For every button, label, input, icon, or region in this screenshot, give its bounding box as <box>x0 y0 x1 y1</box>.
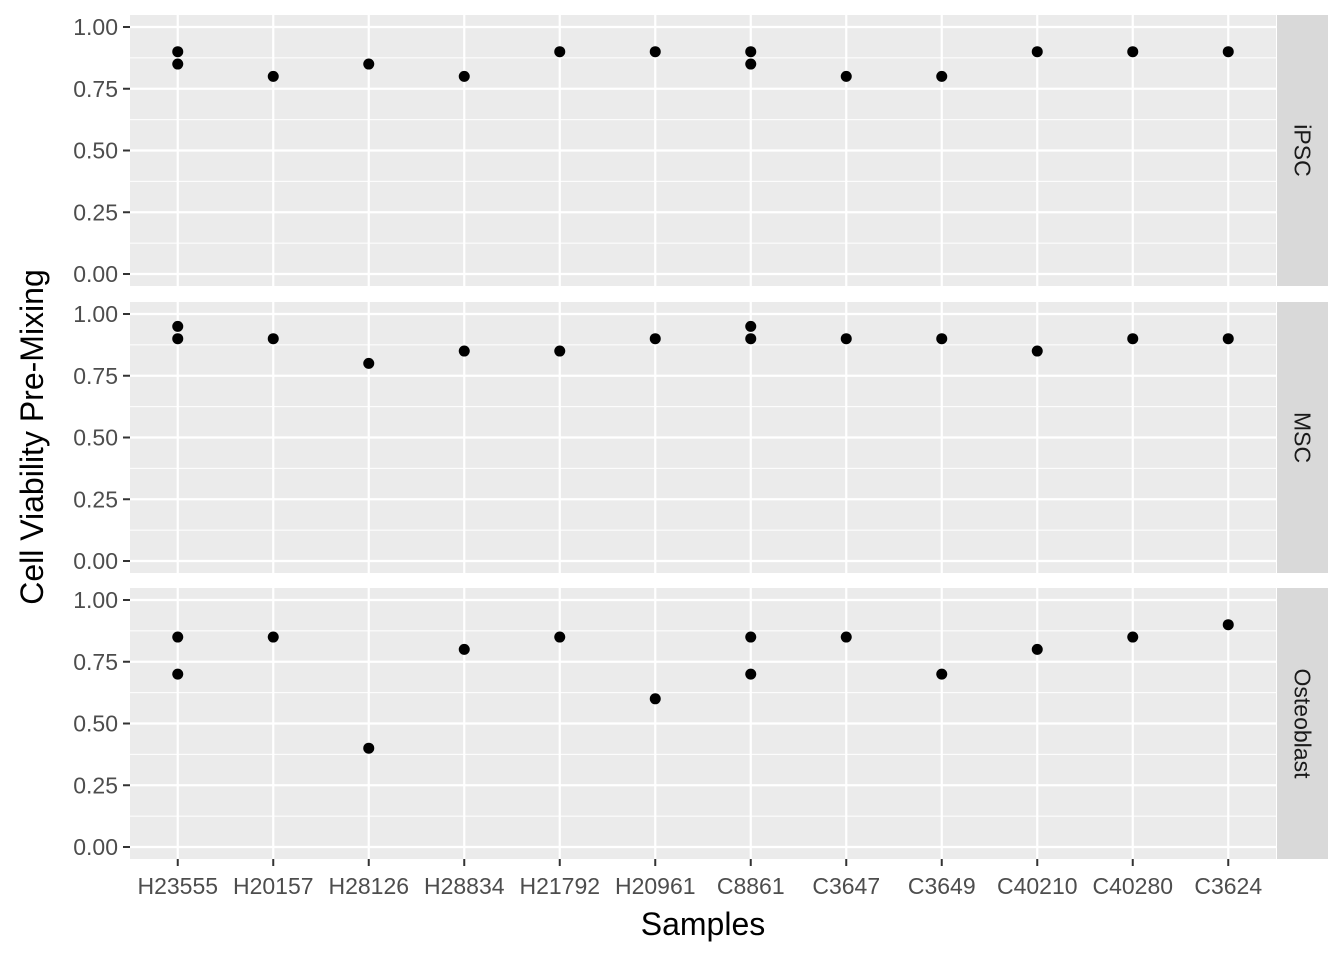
x-tick-label: H21792 <box>519 873 600 899</box>
y-tick-label: 0.25 <box>73 486 118 512</box>
y-tick-label: 0.00 <box>73 548 118 574</box>
data-point <box>745 333 757 345</box>
facet-strip <box>1277 302 1328 573</box>
x-tick-label: C40280 <box>1092 873 1173 899</box>
data-point <box>172 320 184 332</box>
data-point <box>172 333 184 345</box>
x-tick-label: C40210 <box>997 873 1078 899</box>
data-point <box>1031 46 1043 58</box>
y-tick-label: 0.00 <box>73 834 118 860</box>
facet-strip-label: Osteoblast <box>1290 669 1316 780</box>
x-tick-label: H28834 <box>424 873 505 899</box>
data-point <box>172 46 184 58</box>
x-tick-label: H20157 <box>233 873 314 899</box>
data-point <box>363 357 375 369</box>
y-tick-label: 0.50 <box>73 425 118 451</box>
data-point <box>840 70 852 82</box>
facet-panel-msc: 0.00 0.25 0.50 0.75 1.00 MSC <box>73 301 1328 574</box>
x-tick-label: H28126 <box>328 873 409 899</box>
data-point <box>1127 46 1139 58</box>
data-point <box>554 46 566 58</box>
data-point <box>267 70 279 82</box>
data-point <box>458 643 470 655</box>
y-tick-label: 1.00 <box>73 301 118 327</box>
facet-strip <box>1277 15 1328 286</box>
data-point <box>649 46 661 58</box>
y-axis-title: Cell Viability Pre-Mixing <box>14 269 50 605</box>
data-point <box>1127 333 1139 345</box>
y-tick-label: 0.00 <box>73 261 118 287</box>
facet-panel-osteoblast: 0.00 0.25 0.50 0.75 1.00 Osteoblast <box>73 587 1328 860</box>
data-point <box>1031 345 1043 357</box>
data-point <box>554 631 566 643</box>
data-point <box>458 70 470 82</box>
data-point <box>172 668 184 680</box>
data-point <box>745 631 757 643</box>
data-point <box>936 70 948 82</box>
data-point <box>649 333 661 345</box>
facet-panel-ipsc: 0.00 0.25 0.50 0.75 1.00 iPSC <box>73 14 1328 287</box>
data-point <box>1127 631 1139 643</box>
y-tick-label: 0.25 <box>73 772 118 798</box>
data-point <box>267 333 279 345</box>
data-point <box>1031 643 1043 655</box>
y-tick-label: 0.25 <box>73 199 118 225</box>
y-tick-label: 1.00 <box>73 14 118 40</box>
y-tick-label: 0.75 <box>73 649 118 675</box>
data-point <box>363 58 375 70</box>
facet-strip-label: MSC <box>1290 412 1316 463</box>
x-tick-label: C3647 <box>812 873 880 899</box>
y-tick-label: 0.50 <box>73 138 118 164</box>
data-point <box>363 742 375 754</box>
facet-strip <box>1277 588 1328 859</box>
x-tick-label: C3624 <box>1194 873 1262 899</box>
data-point <box>1222 333 1234 345</box>
data-point <box>172 631 184 643</box>
y-tick-label: 0.75 <box>73 76 118 102</box>
y-tick-label: 1.00 <box>73 587 118 613</box>
data-point <box>172 58 184 70</box>
data-point <box>458 345 470 357</box>
data-point <box>649 693 661 705</box>
data-point <box>745 320 757 332</box>
facet-strip-label: iPSC <box>1290 124 1316 176</box>
x-tick-label: C3649 <box>908 873 976 899</box>
data-point <box>745 46 757 58</box>
y-tick-label: 0.75 <box>73 363 118 389</box>
x-axis-title: Samples <box>641 906 766 942</box>
data-point <box>840 631 852 643</box>
x-tick-label: H23555 <box>137 873 218 899</box>
data-point <box>1222 46 1234 58</box>
data-point <box>1222 619 1234 631</box>
data-point <box>936 333 948 345</box>
data-point <box>936 668 948 680</box>
data-point <box>554 345 566 357</box>
x-tick-label: C8861 <box>717 873 785 899</box>
x-tick-label: H20961 <box>615 873 696 899</box>
data-point <box>267 631 279 643</box>
data-point <box>745 58 757 70</box>
y-tick-label: 0.50 <box>73 711 118 737</box>
data-point <box>745 668 757 680</box>
data-point <box>840 333 852 345</box>
